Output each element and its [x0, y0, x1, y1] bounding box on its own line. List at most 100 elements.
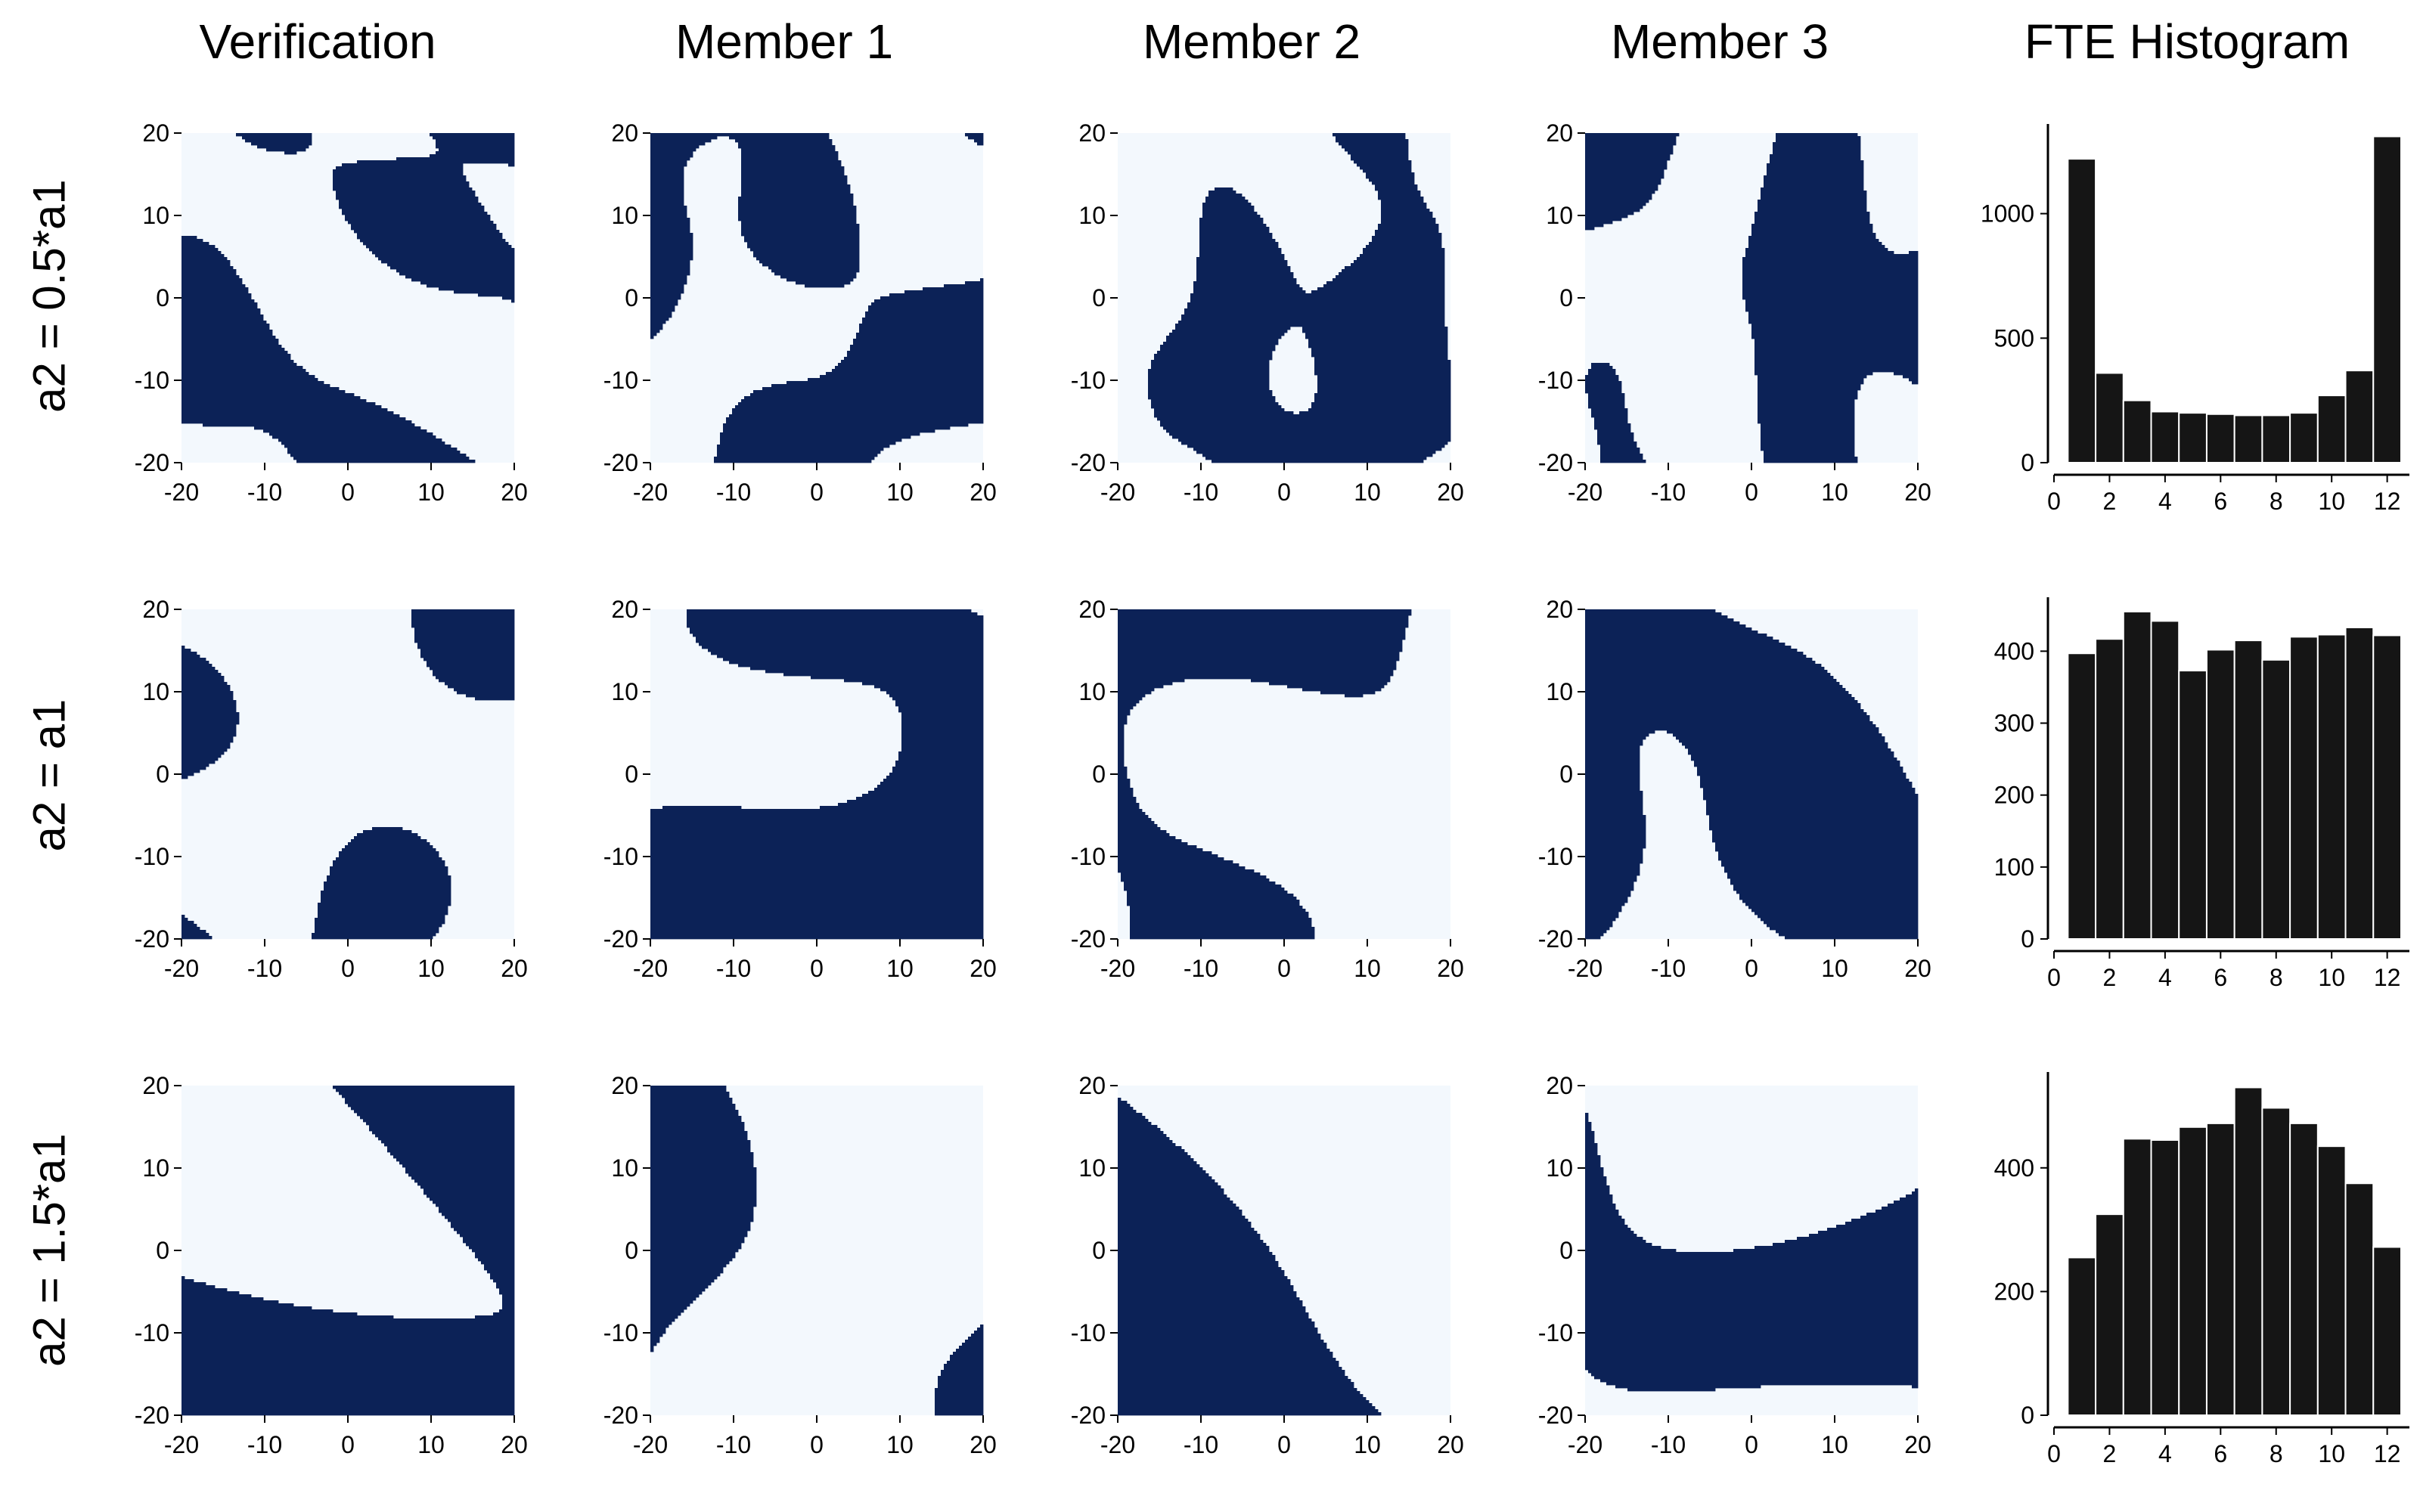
histogram-bar [2150, 411, 2180, 463]
x-tick-label: -20 [164, 479, 199, 506]
histogram-bar [2233, 640, 2263, 940]
column-title-member-2: Member 2 [1142, 14, 1361, 69]
histogram-bar [2289, 412, 2319, 464]
y-tick-label: 0 [1559, 1237, 1573, 1264]
y-tick-label: -20 [1071, 925, 1106, 953]
x-tick-label: 6 [2214, 964, 2227, 991]
y-tick-label: 200 [1994, 782, 2034, 809]
x-tick-label: 20 [1904, 1431, 1931, 1458]
field-panel-r2-c1: -20 -10 0 10 20 -20 -10 0 10 20 [603, 1072, 997, 1458]
histogram-bar [2178, 1126, 2207, 1416]
y-tick-label: 300 [1994, 710, 2034, 737]
x-tick-label: -20 [1100, 1431, 1135, 1458]
fte-histogram-2: 0 200 400 0 2 4 6 8 10 12 [1994, 1072, 2409, 1467]
x-tick-label: 2 [2103, 1440, 2117, 1467]
x-tick-label: 10 [1354, 479, 1381, 506]
x-tick-label: 0 [341, 955, 355, 982]
y-tick-label: -10 [135, 843, 169, 870]
y-tick-label: 20 [1078, 596, 1106, 623]
y-tick-label: -10 [1071, 1319, 1106, 1346]
field-panel-r2-c3: -20 -10 0 10 20 -20 -10 0 10 20 [1538, 1072, 1931, 1458]
y-tick-label: 0 [2021, 449, 2034, 476]
y-tick-label: 10 [1078, 678, 1106, 705]
fte-histogram-0: 0 500 1000 0 2 4 6 8 10 12 [1981, 124, 2409, 515]
histogram-bar [2261, 414, 2291, 463]
x-tick-label: -10 [247, 955, 282, 982]
column-title-member-1: Member 1 [675, 14, 894, 69]
y-tick-label: 10 [142, 678, 169, 705]
x-tick-label: -10 [247, 1431, 282, 1458]
y-tick-label: -10 [1071, 367, 1106, 394]
column-title-member-3: Member 3 [1610, 14, 1829, 69]
field-panel-r0-c1: -20 -10 0 10 20 -20 -10 0 10 20 [603, 119, 997, 506]
x-tick-label: 10 [1354, 1431, 1381, 1458]
y-tick-label: -20 [135, 1402, 169, 1429]
column-title-fte-histogram: FTE Histogram [2024, 14, 2350, 69]
x-tick-label: 20 [501, 479, 528, 506]
x-tick-label: 10 [1354, 955, 1381, 982]
x-tick-label: 10 [417, 955, 445, 982]
y-tick-label: 0 [2021, 1402, 2034, 1429]
x-tick-label: -10 [1184, 479, 1218, 506]
x-tick-label: 10 [1821, 479, 1848, 506]
field-panel-r2-c0: -20 -10 0 10 20 -20 -10 0 10 20 [135, 1072, 528, 1458]
y-tick-label: 10 [142, 202, 169, 229]
y-tick-label: 10 [611, 202, 638, 229]
histogram-bar [2233, 1086, 2263, 1416]
y-tick-label: 20 [611, 596, 638, 623]
field-panel-r1-c2: -20 -10 0 10 20 -20 -10 0 10 20 [1071, 596, 1464, 982]
y-tick-label: 20 [1078, 119, 1106, 147]
x-tick-label: -10 [716, 479, 751, 506]
x-tick-label: 20 [1437, 1431, 1464, 1458]
y-tick-label: 10 [1078, 1154, 1106, 1182]
x-tick-label: 20 [501, 955, 528, 982]
x-tick-label: 0 [810, 1431, 824, 1458]
x-tick-label: 0 [810, 479, 824, 506]
histogram-bar [2372, 634, 2402, 940]
x-tick-label: 6 [2214, 1440, 2227, 1467]
y-tick-label: -20 [1071, 1402, 1106, 1429]
fte-histogram-1: 0 100 200 300 400 0 2 4 6 8 10 12 [1994, 597, 2409, 991]
y-tick-label: 20 [611, 1072, 638, 1099]
field-dark-region [182, 1086, 515, 1416]
x-tick-label: 20 [1437, 479, 1464, 506]
x-tick-label: 0 [810, 955, 824, 982]
y-tick-label: 10 [1546, 1154, 1573, 1182]
field-dark-region [1585, 133, 1919, 463]
y-tick-label: 10 [1078, 202, 1106, 229]
x-tick-label: -20 [1568, 479, 1602, 506]
y-tick-label: 400 [1994, 1154, 2034, 1182]
x-tick-label: -20 [1100, 955, 1135, 982]
x-tick-label: -10 [1651, 955, 1686, 982]
x-tick-label: 12 [2374, 488, 2401, 515]
y-tick-label: 20 [1078, 1072, 1106, 1099]
y-tick-label: 0 [2021, 925, 2034, 953]
x-tick-label: -10 [1651, 479, 1686, 506]
y-tick-label: -10 [135, 1319, 169, 1346]
y-tick-label: -20 [1538, 449, 1573, 476]
y-tick-label: -10 [603, 1319, 638, 1346]
y-tick-label: -20 [1538, 925, 1573, 953]
y-tick-label: -10 [603, 367, 638, 394]
histogram-bar [2205, 413, 2235, 463]
field-panel-r0-c3: -20 -10 0 10 20 -20 -10 0 10 20 [1538, 119, 1931, 506]
histogram-bar [2372, 135, 2402, 463]
x-tick-label: 20 [970, 1431, 997, 1458]
histogram-bar [2316, 1145, 2347, 1416]
y-tick-label: 20 [1546, 1072, 1573, 1099]
y-tick-label: 10 [1546, 678, 1573, 705]
x-tick-label: -20 [164, 955, 199, 982]
y-tick-label: -20 [603, 925, 638, 953]
histogram-bar [2316, 395, 2347, 464]
y-tick-label: 10 [611, 1154, 638, 1182]
x-tick-label: 20 [1904, 479, 1931, 506]
histogram-bar [2122, 399, 2152, 463]
y-tick-label: 20 [142, 119, 169, 147]
x-tick-label: 8 [2270, 964, 2283, 991]
x-tick-label: 4 [2158, 488, 2172, 515]
histogram-bar [2067, 1256, 2097, 1416]
y-tick-label: -10 [603, 843, 638, 870]
y-tick-label: 1000 [1981, 200, 2034, 228]
y-tick-label: 10 [1546, 202, 1573, 229]
